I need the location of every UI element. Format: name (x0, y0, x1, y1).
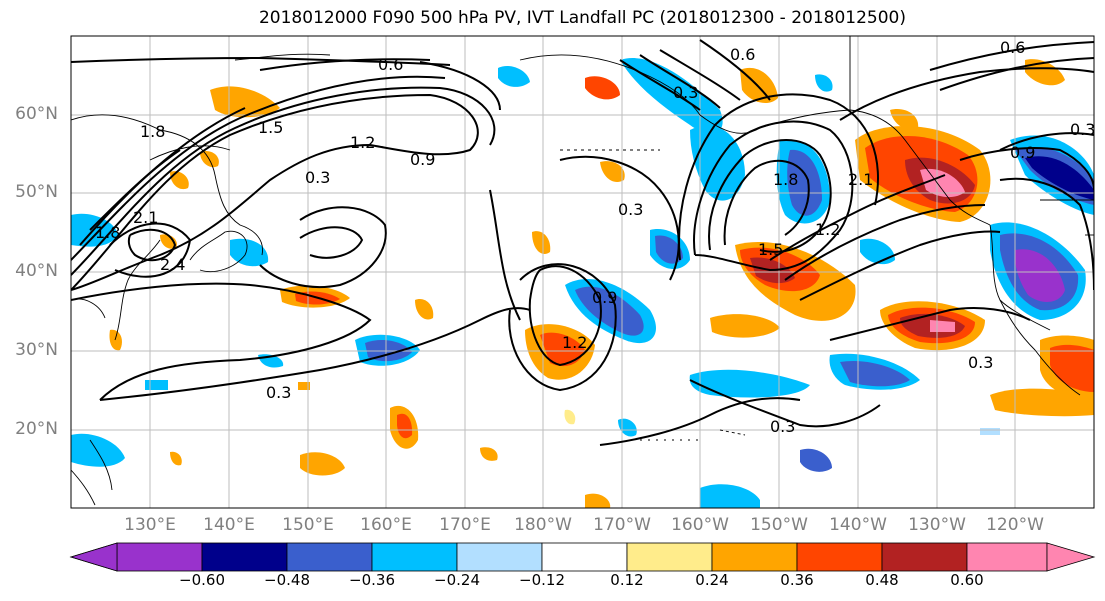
colorbar-bin (116, 542, 203, 572)
shaded-ivt-anomalies (71, 58, 1094, 508)
lon-label: 150°E (282, 515, 334, 535)
lon-label: 150°W (750, 515, 808, 535)
lon-label: 170°E (439, 515, 491, 535)
colorbar-bin (881, 542, 968, 572)
coastlines (71, 36, 1094, 506)
colorbar-bin (541, 542, 628, 572)
contour-label: 1.8 (773, 170, 798, 189)
contour-label: 0.3 (770, 417, 795, 436)
lon-label: 170°W (593, 515, 651, 535)
lon-label: 140°E (203, 515, 255, 535)
colorbar-tick: 0.36 (780, 571, 814, 589)
graticule (71, 36, 1094, 508)
contour-label: 0.3 (968, 353, 993, 372)
contour-label: 0.6 (1000, 38, 1025, 57)
contour-label: 2.4 (160, 255, 185, 274)
colorbar-tick: 0.12 (610, 571, 644, 589)
colorbar-tick: −0.60 (179, 571, 225, 589)
contour-label: 2.1 (848, 170, 873, 189)
colorbar-tick: −0.36 (349, 571, 395, 589)
colorbar-bin (796, 542, 883, 572)
contour-label: 1.8 (95, 223, 120, 242)
lon-label: 140°W (829, 515, 887, 535)
lat-label: 40°N (15, 261, 58, 281)
map-title: 2018012000 F090 500 hPa PV, IVT Landfall… (258, 8, 906, 28)
contour-label: 1.2 (350, 133, 375, 152)
lon-label: 180°W (514, 515, 572, 535)
contour-label: 0.6 (730, 45, 755, 64)
contour-label: 0.9 (592, 288, 617, 307)
colorbar-bin (456, 542, 543, 572)
lon-label: 160°E (360, 515, 412, 535)
contour-label: 1.5 (258, 118, 283, 137)
colorbar-bin (286, 542, 373, 572)
contour-label: 1.8 (140, 122, 165, 141)
map-frame (70, 35, 1095, 509)
colorbar-tick: −0.48 (264, 571, 310, 589)
contour-label: 1.5 (758, 240, 783, 259)
colorbar-bin (966, 542, 1048, 572)
colorbar-bin (711, 542, 798, 572)
lat-label: 30°N (15, 340, 58, 360)
contour-label: 0.9 (410, 150, 435, 169)
colorbar-arrow-right (1046, 542, 1096, 572)
contour-label: 0.3 (266, 383, 291, 402)
lon-label: 130°E (124, 515, 176, 535)
lat-label: 20°N (15, 419, 58, 439)
colorbar-bin (371, 542, 458, 572)
colorbar-tick: 0.60 (950, 571, 984, 589)
colorbar-bin (201, 542, 288, 572)
contour-label: 1.2 (815, 220, 840, 239)
lat-label: 60°N (15, 104, 58, 124)
negative-anomaly-shading (71, 58, 1094, 508)
colorbar-tick: 0.24 (695, 571, 729, 589)
lon-label: 160°W (671, 515, 729, 535)
contour-label: 0.3 (618, 200, 643, 219)
contour-labels: 0.6 1.8 1.5 1.2 0.9 0.3 2.1 2.4 1.8 0.3 … (95, 38, 1095, 436)
positive-anomaly-shading (109, 59, 1094, 508)
contour-label: 0.6 (378, 55, 403, 74)
lon-label: 130°W (908, 515, 966, 535)
lon-label: 120°W (986, 515, 1044, 535)
lat-label: 50°N (15, 182, 58, 202)
colorbar-tick: −0.24 (434, 571, 480, 589)
colorbar (69, 542, 1096, 572)
pv-contours (71, 39, 1094, 446)
contour-label: 0.3 (673, 83, 698, 102)
colorbar-bin (626, 542, 713, 572)
contour-label: 0.3 (305, 168, 330, 187)
contour-label: 0.3 (1070, 120, 1095, 139)
contour-label: 1.2 (562, 333, 587, 352)
colorbar-tick: −0.12 (519, 571, 565, 589)
contour-label: 0.9 (1010, 143, 1035, 162)
contour-label: 2.1 (133, 208, 158, 227)
colorbar-tick: 0.48 (865, 571, 899, 589)
